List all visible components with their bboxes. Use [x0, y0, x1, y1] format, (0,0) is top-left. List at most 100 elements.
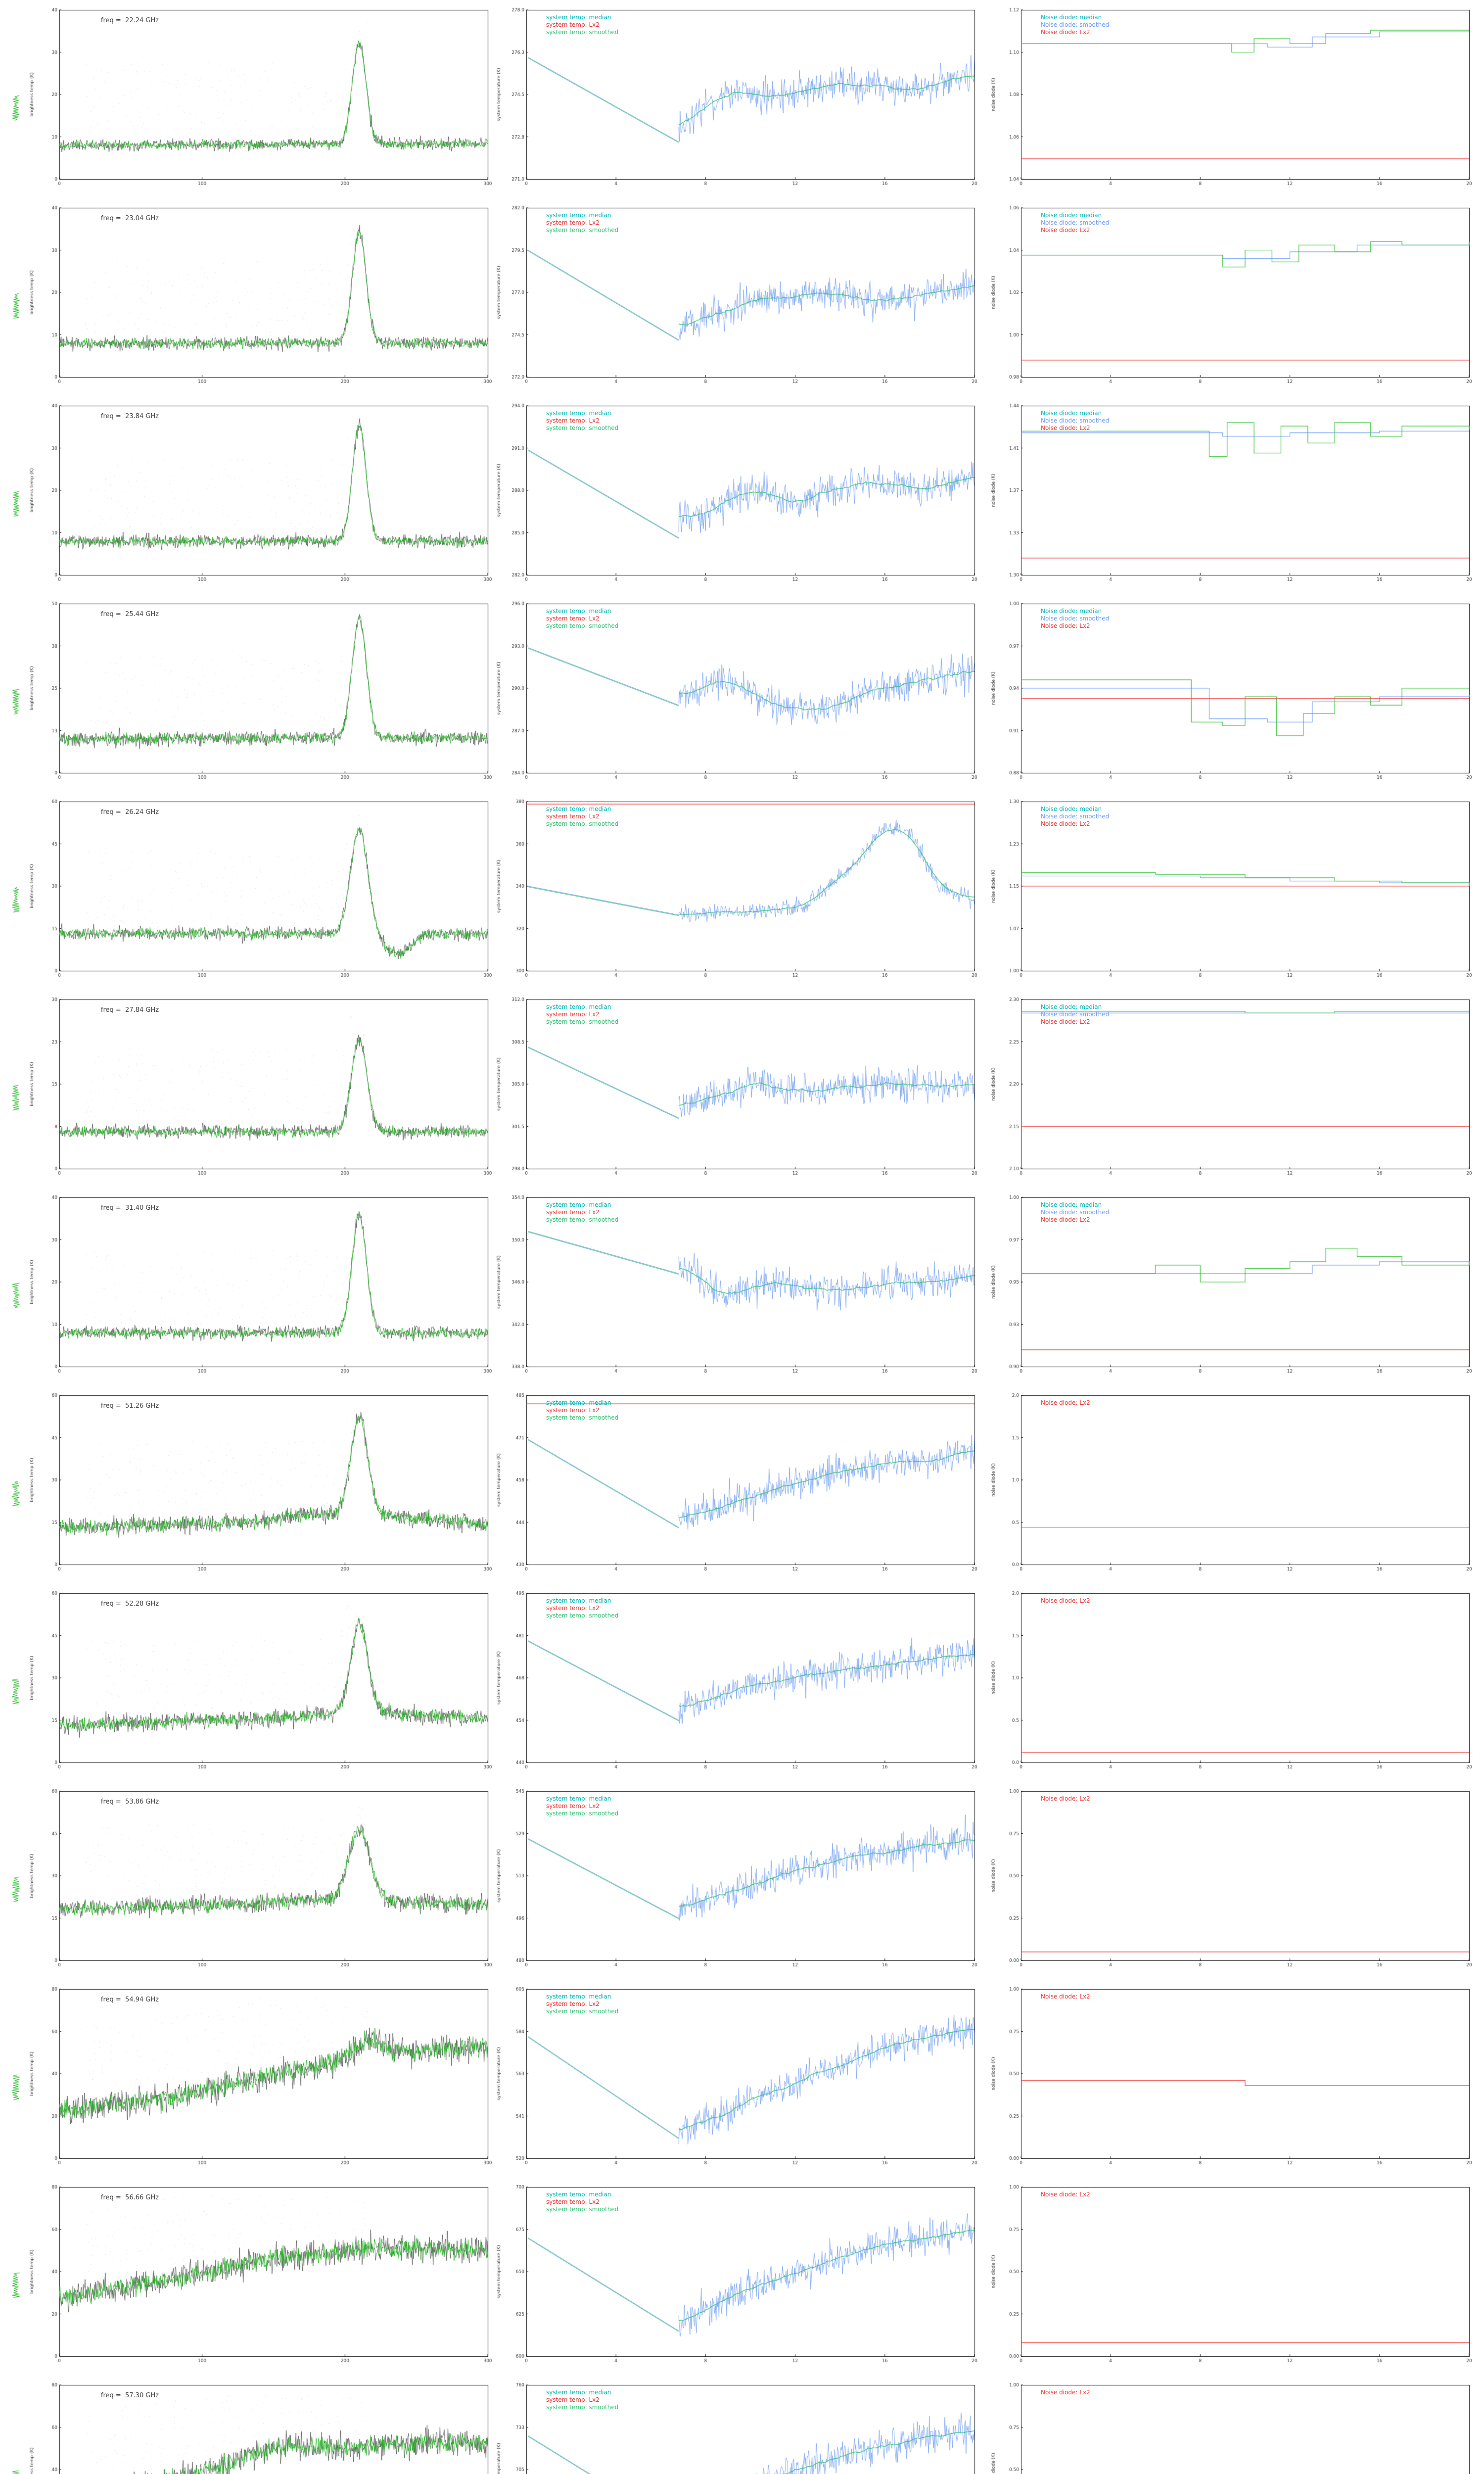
legend-entry: Noise diode: Lx2	[1041, 1795, 1090, 1802]
system-temp-panel: system temp: median system temp: Lx2 syste…	[495, 198, 989, 396]
spectrum-plot-area: freq = 27.84 GHz	[27, 990, 493, 1188]
spectrum-plot-area: freq = 31.40 GHz	[27, 1188, 493, 1385]
system-temp-legend: system temp: median system temp: Lx2 syste…	[546, 608, 618, 630]
system-temp-panel: system temp: median system temp: Lx2 syste…	[495, 1781, 989, 1979]
spectrum-panel: freq = 31.40 GHz	[0, 1188, 495, 1385]
legend-entry: Noise diode: median	[1041, 212, 1102, 219]
legend-entry: system temp: median	[546, 806, 611, 812]
system-temp-panel: system temp: median system temp: Lx2 syste…	[495, 1188, 989, 1385]
legend-entry: system temp: median	[546, 1597, 611, 1604]
spectrum-canvas	[27, 2181, 493, 2371]
noise-diode-panel: Noise diode: median Noise diode: smoothed…	[989, 0, 1484, 198]
legend-entry: system temp: smoothed	[546, 227, 619, 234]
frequency-row-22.24: freq = 22.24 GHz system temp: median syst…	[0, 0, 1484, 198]
spectrum-canvas	[27, 1983, 493, 2173]
system-temp-canvas	[495, 796, 979, 986]
legend-entry: system temp: smoothed	[546, 2008, 619, 2015]
legend-entry: system temp: smoothed	[546, 2404, 619, 2411]
mini-spectrum-canvas	[4, 1796, 28, 1979]
freq-label: freq = 31.40 GHz	[100, 1204, 159, 1212]
spectrum-canvas	[27, 994, 493, 1184]
legend-entry: system temp: Lx2	[546, 1209, 600, 1216]
system-temp-panel: system temp: median system temp: Lx2 syste…	[495, 1583, 989, 1781]
system-temp-legend: system temp: median system temp: Lx2 syste…	[546, 2191, 618, 2213]
system-temp-canvas	[495, 598, 979, 788]
legend-entry: system temp: smoothed	[546, 29, 619, 36]
mini-spectrum-canvas	[4, 807, 28, 990]
noise-diode-canvas	[989, 2379, 1474, 2474]
legend-entry: Noise diode: Lx2	[1041, 425, 1090, 431]
freq-label: freq = 27.84 GHz	[100, 1006, 159, 1014]
frequency-row-23.04: freq = 23.04 GHz system temp: median syst…	[0, 198, 1484, 396]
system-temp-legend: system temp: median system temp: Lx2 syste…	[546, 806, 618, 828]
legend-entry: Noise diode: median	[1041, 806, 1102, 812]
system-temp-canvas	[495, 2181, 979, 2371]
legend-entry: system temp: smoothed	[546, 622, 619, 629]
system-temp-panel: system temp: median system temp: Lx2 syste…	[495, 792, 989, 990]
frequency-row-52.28: freq = 52.28 GHz system temp: median syst…	[0, 1583, 1484, 1781]
spectrum-canvas	[27, 1785, 493, 1975]
freq-label: freq = 26.24 GHz	[100, 809, 159, 816]
legend-entry: system temp: smoothed	[546, 2206, 619, 2213]
legend-entry: Noise diode: smoothed	[1041, 1209, 1110, 1216]
frequency-row-26.24: freq = 26.24 GHz system temp: median syst…	[0, 792, 1484, 990]
system-temp-panel: system temp: median system temp: Lx2 syste…	[495, 2375, 989, 2474]
spectrum-panel: freq = 56.66 GHz	[0, 2177, 495, 2375]
noise-diode-canvas	[989, 1587, 1474, 1777]
system-temp-canvas	[495, 202, 979, 392]
legend-entry: Noise diode: smoothed	[1041, 615, 1110, 622]
spectrum-plot-area: freq = 56.66 GHz	[27, 2177, 493, 2375]
legend-entry: Noise diode: Lx2	[1041, 2191, 1090, 2198]
noise-diode-panel: Noise diode: Lx2	[989, 1781, 1484, 1979]
noise-diode-legend: Noise diode: median Noise diode: smoothed…	[1041, 410, 1109, 432]
frequency-row-56.66: freq = 56.66 GHz system temp: median syst…	[0, 2177, 1484, 2375]
noise-diode-legend: Noise diode: Lx2	[1041, 1399, 1090, 1407]
mini-spectrum-canvas	[4, 609, 28, 792]
frequency-row-25.44: freq = 25.44 GHz system temp: median syst…	[0, 594, 1484, 792]
freq-label: freq = 54.94 GHz	[100, 1996, 159, 2003]
spectrum-canvas	[27, 1191, 493, 1381]
noise-diode-panel: Noise diode: median Noise diode: smoothed…	[989, 1188, 1484, 1385]
noise-diode-canvas	[989, 796, 1474, 986]
spectrum-panel: freq = 54.94 GHz	[0, 1979, 495, 2177]
noise-diode-panel: Noise diode: Lx2	[989, 2375, 1484, 2474]
noise-diode-legend: Noise diode: median Noise diode: smoothed…	[1041, 608, 1109, 630]
mini-spectrum-canvas	[4, 1994, 28, 2177]
spectrum-canvas	[27, 400, 493, 590]
spectrum-plot-area: freq = 26.24 GHz	[27, 792, 493, 990]
system-temp-legend: system temp: median system temp: Lx2 syste…	[546, 1003, 618, 1026]
legend-entry: system temp: median	[546, 1399, 611, 1406]
freq-label: freq = 25.44 GHz	[100, 611, 159, 618]
spectrum-plot-area: freq = 25.44 GHz	[27, 594, 493, 792]
mini-spectrum-canvas	[4, 411, 28, 594]
freq-label: freq = 22.24 GHz	[100, 17, 159, 24]
legend-entry: system temp: median	[546, 2389, 611, 2396]
noise-diode-panel: Noise diode: Lx2	[989, 1583, 1484, 1781]
frequency-row-57.30: freq = 57.30 GHz system temp: median syst…	[0, 2375, 1484, 2474]
noise-diode-legend: Noise diode: Lx2	[1041, 1597, 1090, 1605]
mini-spectrum-canvas	[4, 1004, 28, 1188]
noise-diode-canvas	[989, 994, 1474, 1184]
noise-diode-canvas	[989, 1785, 1474, 1975]
system-temp-canvas	[495, 994, 979, 1184]
system-temp-legend: system temp: median system temp: Lx2 syste…	[546, 14, 618, 36]
legend-entry: system temp: smoothed	[546, 1216, 619, 1223]
legend-entry: system temp: smoothed	[546, 425, 619, 431]
legend-entry: system temp: median	[546, 1795, 611, 1802]
mini-spectrum-canvas	[4, 1400, 28, 1583]
mini-spectrum-canvas	[4, 15, 28, 198]
noise-diode-canvas	[989, 2181, 1474, 2371]
noise-diode-legend: Noise diode: median Noise diode: smoothed…	[1041, 14, 1109, 36]
mini-spectrum-canvas	[4, 1598, 28, 1781]
system-temp-canvas	[495, 2379, 979, 2474]
legend-entry: system temp: Lx2	[546, 615, 600, 622]
spectrum-plot-area: freq = 23.04 GHz	[27, 198, 493, 396]
legend-entry: system temp: smoothed	[546, 1018, 619, 1025]
noise-diode-legend: Noise diode: median Noise diode: smoothed…	[1041, 212, 1109, 234]
freq-label: freq = 53.86 GHz	[100, 1798, 159, 1806]
legend-entry: Noise diode: median	[1041, 410, 1102, 417]
noise-diode-legend: Noise diode: Lx2	[1041, 1993, 1090, 2000]
system-temp-legend: system temp: median system temp: Lx2 syste…	[546, 1795, 618, 1817]
spectrum-plot-area: freq = 23.84 GHz	[27, 396, 493, 594]
